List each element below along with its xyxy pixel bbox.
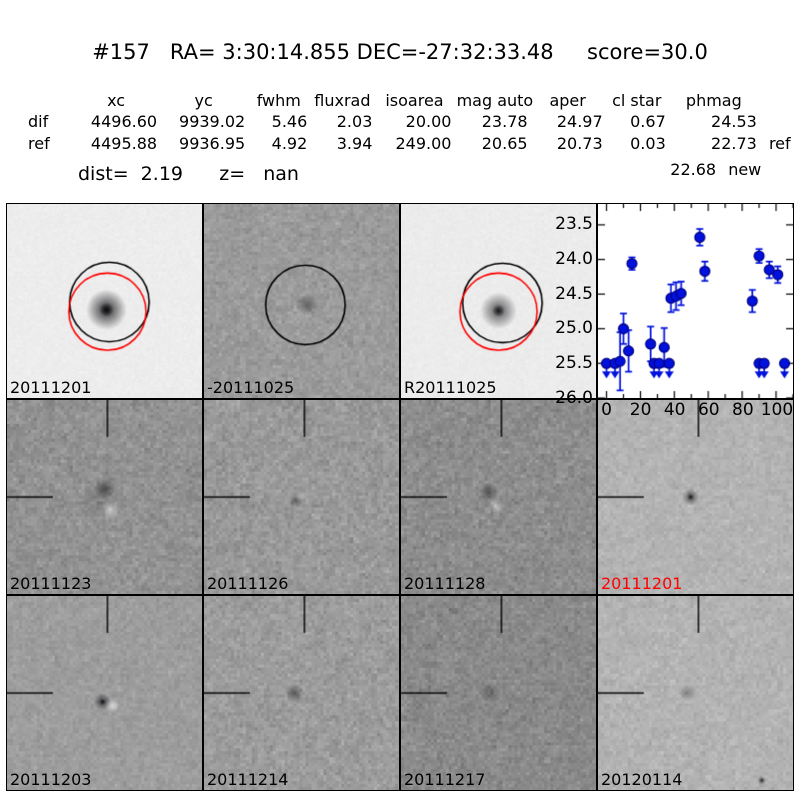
difference-image-stamp <box>401 596 596 790</box>
stamp-date-label: -20111025 <box>207 378 295 397</box>
panel-diff-20111126: 20111126 <box>203 399 400 595</box>
panel-diff-20111128: 20111128 <box>400 399 597 595</box>
ref-cl-star: 0.03 <box>630 134 666 153</box>
column-header-fwhm: fwhm <box>256 91 301 110</box>
ref-fwhm: 4.92 <box>271 134 308 153</box>
dif-fwhm: 5.46 <box>271 112 308 131</box>
stamp-date-label: 20111123 <box>10 574 92 593</box>
panel-ref-R20111025: R20111025 <box>400 203 597 399</box>
lightcurve-x-tick-label: 0 <box>601 400 612 420</box>
difference-image-stamp <box>7 596 202 790</box>
ref-isoarea: 249.00 <box>395 134 452 153</box>
lightcurve-x-tick-label: 100 <box>760 400 794 420</box>
lightcurve-y-tick-label: 26.0 <box>555 388 593 408</box>
difference-image-stamp <box>204 204 399 398</box>
stamp-date-label: 20111201 <box>10 378 92 397</box>
panel-diff-20111203: 20111203 <box>6 595 203 791</box>
lightcurve-x-tick-label: 80 <box>732 400 754 420</box>
column-header-yc: yc <box>194 91 213 110</box>
measurement-row-ref: ref 4495.88 9936.95 4.92 3.94 249.00 20.… <box>0 134 800 156</box>
row-label: ref <box>28 134 50 153</box>
stamp-date-label: 20111126 <box>207 574 289 593</box>
lightcurve-x-tick-label: 40 <box>663 400 686 420</box>
ref-mag-auto: 20.65 <box>481 134 528 153</box>
page-title: #157 RA= 3:30:14.855 DEC=-27:32:33.48 sc… <box>92 40 708 64</box>
difference-image-stamp <box>7 400 202 594</box>
stamp-date-label: 20111217 <box>404 770 486 789</box>
lightcurve-y-tick-label: 25.5 <box>555 353 593 374</box>
stamp-date-label: 20111203 <box>10 770 92 789</box>
row-label: dif <box>28 112 49 131</box>
cutout-grid: 20111201 -20111025 R20111025 23.5 24.0 24.… <box>6 203 794 791</box>
new-phmag: 22.68 <box>670 160 717 179</box>
reference-image-stamp <box>401 204 596 398</box>
difference-image-stamp <box>598 596 793 790</box>
lightcurve-y-tick-label: 24.0 <box>555 248 593 269</box>
ref-aper: 20.73 <box>556 134 603 153</box>
difference-image-stamp <box>598 400 793 594</box>
panel-diff-neg-20111025: -20111025 <box>203 203 400 399</box>
column-header-phmag: phmag <box>685 91 742 110</box>
stamp-date-label: R20111025 <box>404 378 497 397</box>
ref-xc: 4495.88 <box>90 134 158 153</box>
panel-lightcurve: 23.5 24.0 24.5 25.0 25.5 26.0 0 20 40 60 80 100 <box>555 203 794 420</box>
lightcurve-plot <box>598 204 793 398</box>
new-phmag-suffix: new <box>728 160 762 179</box>
stamp-date-label: 20111214 <box>207 770 289 789</box>
dif-aper: 24.97 <box>556 112 603 131</box>
lightcurve-x-tick-label: 20 <box>629 400 652 420</box>
difference-image-stamp <box>204 596 399 790</box>
difference-image-stamp <box>401 400 596 594</box>
ref-phmag: 22.73 <box>711 134 757 153</box>
ref-fluxrad: 3.94 <box>336 134 373 153</box>
lightcurve-y-tick-label: 25.0 <box>555 318 593 339</box>
dif-cl-star: 0.67 <box>630 112 666 131</box>
difference-image-stamp <box>204 400 399 594</box>
panel-new-20111201: 20111201 <box>6 203 203 399</box>
panel-diff-20120114: 20120114 <box>597 595 794 791</box>
dif-fluxrad: 2.03 <box>336 112 373 131</box>
lightcurve-x-tick-label: 60 <box>697 400 720 420</box>
new-image-stamp <box>7 204 202 398</box>
column-header-cl-star: cl star <box>612 91 662 110</box>
dif-mag-auto: 23.78 <box>481 112 528 131</box>
column-header-fluxrad: fluxrad <box>314 91 371 110</box>
stamp-date-label: 20111201 <box>601 574 683 593</box>
dif-xc: 4496.60 <box>90 112 158 131</box>
panel-diff-20111123: 20111123 <box>6 399 203 595</box>
stamp-date-label: 20120114 <box>601 770 683 789</box>
column-header-xc: xc <box>107 91 126 110</box>
panel-diff-20111217: 20111217 <box>400 595 597 791</box>
ref-yc: 9936.95 <box>179 134 246 153</box>
lightcurve-y-tick-label: 24.5 <box>555 283 593 304</box>
stamp-date-label: 20111128 <box>404 574 486 593</box>
dist-redshift-line: dist= 2.19 z= nan <box>78 163 299 185</box>
dif-yc: 9939.02 <box>179 112 246 131</box>
dif-isoarea: 20.00 <box>405 112 452 131</box>
measurement-row-new-phmag: 22.68 new <box>0 160 800 182</box>
panel-diff-20111201: 20111201 <box>597 399 794 595</box>
measurement-header-row: xc yc fwhm fluxrad isoarea mag auto aper… <box>0 91 800 113</box>
measurement-row-dif: dif 4496.60 9939.02 5.46 2.03 20.00 23.7… <box>0 112 800 134</box>
lightcurve-y-tick-label: 23.5 <box>555 213 593 234</box>
column-header-isoarea: isoarea <box>385 91 444 110</box>
dif-phmag: 24.53 <box>711 112 757 131</box>
panel-diff-20111214: 20111214 <box>203 595 400 791</box>
column-header-aper: aper <box>549 91 586 110</box>
ref-phmag-suffix: ref <box>768 134 791 153</box>
column-header-mag-auto: mag auto <box>456 91 534 110</box>
